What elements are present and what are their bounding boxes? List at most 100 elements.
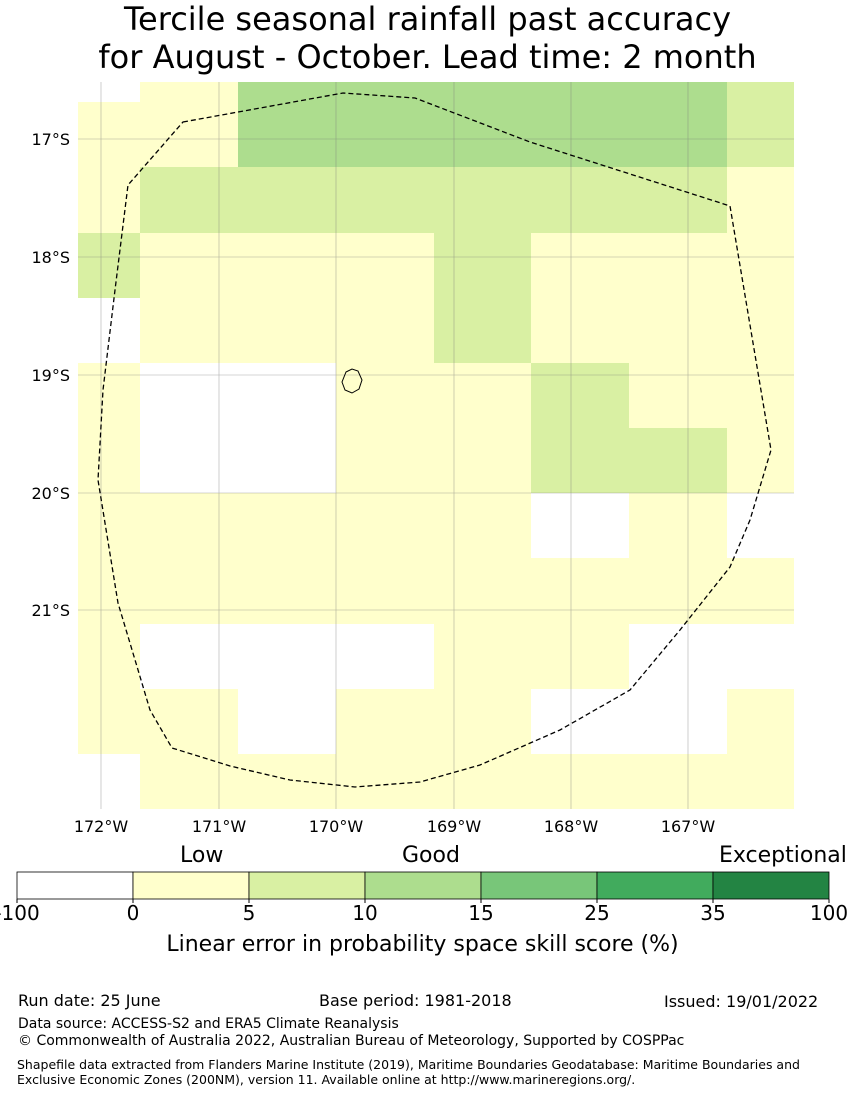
map-cell [238, 298, 336, 363]
map-cell [531, 233, 629, 298]
colorbar-tick-labels: -100 0 5 10 15 25 35 100 [0, 899, 848, 925]
map-cell [629, 428, 727, 493]
colorbar-segment [364, 871, 482, 900]
map-cell [238, 82, 336, 102]
map-cell [629, 82, 727, 102]
map-cell [531, 167, 629, 233]
map-cell [531, 689, 629, 754]
map-cell [336, 558, 434, 624]
map-cell [78, 82, 140, 102]
colorbar-tick-label: 25 [584, 901, 609, 925]
map-cell [629, 754, 727, 809]
longitude-label: 169°W [427, 817, 482, 836]
colorbar-tick-label: 10 [352, 901, 377, 925]
map-cell [140, 167, 238, 233]
colorbar-tick-label: 35 [700, 901, 725, 925]
map-cell [238, 624, 336, 689]
colorbar-segment [480, 871, 598, 900]
map-cell [238, 754, 336, 809]
map-cell [238, 233, 336, 298]
map-cell [78, 428, 140, 493]
map-cells [78, 82, 794, 809]
map-gridlines [78, 82, 794, 809]
colorbar [16, 871, 830, 900]
colorbar-title: Linear error in probability space skill … [166, 932, 679, 957]
map-cell [629, 363, 727, 428]
longitude-label: 171°W [192, 817, 247, 836]
colorbar-tick-label: -100 [0, 901, 40, 925]
map-cell [434, 428, 531, 493]
map-cell [78, 689, 140, 754]
shapefile-credit: Shapefile data extracted from Flanders M… [17, 1057, 800, 1087]
colorbar-segment [248, 871, 366, 900]
map-cell [140, 689, 238, 754]
latitude-label: 17°S [31, 130, 70, 149]
eez-boundary [97, 92, 772, 788]
map-cell [336, 167, 434, 233]
map-cell [727, 298, 794, 363]
map-cell [727, 428, 794, 493]
map-cell [336, 363, 434, 428]
map-cell [78, 233, 140, 298]
map-cell [78, 102, 140, 167]
map-cell [336, 493, 434, 558]
colorbar-tick-label: 5 [243, 901, 256, 925]
map-cell [629, 493, 727, 558]
map-cell [531, 754, 629, 809]
map-cell [78, 558, 140, 624]
latitude-label: 18°S [31, 248, 70, 267]
colorbar-segment [132, 871, 250, 900]
base-period: Base period: 1981-2018 [319, 991, 512, 1010]
map-cell [727, 754, 794, 809]
longitude-label: 168°W [544, 817, 599, 836]
map-cell [727, 363, 794, 428]
map-cell [336, 754, 434, 809]
colorbar-segment [16, 871, 134, 900]
map-cell [629, 689, 727, 754]
map-cell [140, 754, 238, 809]
map-cell [629, 167, 727, 233]
map-cell [140, 428, 238, 493]
map-cell [238, 493, 336, 558]
map-cell [629, 298, 727, 363]
latitude-labels: 17°S 18°S 19°S 20°S 21°S [31, 130, 70, 620]
copyright: © Commonwealth of Australia 2022, Austra… [18, 1033, 685, 1049]
map-cell [238, 558, 336, 624]
map-cell [434, 102, 531, 167]
map-cell [238, 689, 336, 754]
map-cell [140, 624, 238, 689]
map-title: Tercile seasonal rainfall past accuracy … [0, 0, 855, 76]
map-cell [336, 102, 434, 167]
latitude-label: 21°S [31, 601, 70, 620]
map-cell [336, 298, 434, 363]
map-cell [727, 167, 794, 233]
map-cell [434, 754, 531, 809]
map-cell [140, 363, 238, 428]
map-cell [238, 102, 336, 167]
map-cell [78, 167, 140, 233]
map-cell [531, 363, 629, 428]
map-cell [727, 233, 794, 298]
map-cell [434, 558, 531, 624]
map-cell [629, 624, 727, 689]
map-cell [629, 558, 727, 624]
map-cell [434, 298, 531, 363]
map-cell [629, 233, 727, 298]
map-cell [531, 558, 629, 624]
map-cell [140, 558, 238, 624]
colorbar-segment [596, 871, 714, 900]
map-cell [434, 493, 531, 558]
map-cell [238, 167, 336, 233]
map-cell [140, 493, 238, 558]
map-cell [238, 428, 336, 493]
colorbar-segment [712, 871, 830, 900]
map-cell [727, 82, 794, 102]
map-cell [140, 298, 238, 363]
title-line-2: for August - October. Lead time: 2 month [98, 38, 757, 76]
map-cell [434, 82, 531, 102]
map-cell [434, 233, 531, 298]
longitude-label: 172°W [74, 817, 129, 836]
latitude-label: 20°S [31, 484, 70, 503]
map-cell [336, 82, 434, 102]
